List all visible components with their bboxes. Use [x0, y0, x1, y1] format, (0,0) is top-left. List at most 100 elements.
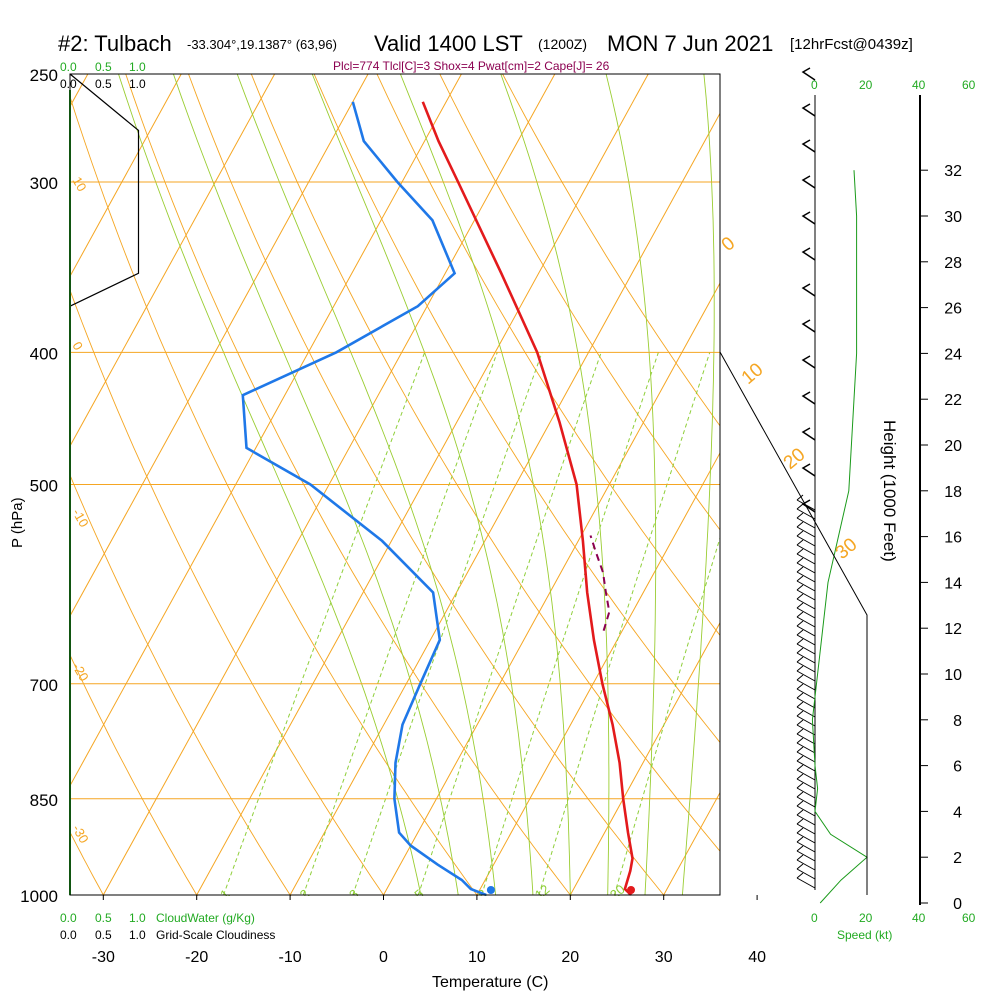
wind-barb: [801, 391, 816, 405]
top-green-1: 0.5: [95, 60, 112, 74]
mixing-ratio-line: [302, 352, 498, 896]
wind-barb: [801, 319, 816, 333]
height-tick-label: 22: [944, 392, 962, 409]
wind-barb-flag: [796, 863, 804, 870]
height-tick-label: 4: [953, 804, 962, 821]
height-tick-label: 24: [944, 346, 962, 363]
dry-adiabat-label: 10: [69, 174, 89, 194]
forecast-label: [12hrFcst@0439z]: [790, 36, 913, 53]
wind-barb: [796, 751, 816, 763]
wind-barb: [796, 589, 816, 601]
wind-barb: [796, 634, 816, 646]
mixing-ratio-line: [481, 352, 659, 896]
x-tick-label: 40: [748, 949, 766, 966]
speed-bottom-0: 0: [811, 911, 818, 925]
speed-bottom-20: 20: [859, 911, 873, 925]
wind-barb: [796, 778, 816, 790]
bottom-green-2: 1.0: [129, 911, 146, 925]
wind-barb-flag: [796, 665, 804, 672]
wind-barb: [801, 103, 816, 117]
height-tick-label: 6: [953, 759, 962, 776]
wind-barb: [796, 796, 816, 808]
wind-barb-flag: [796, 638, 804, 645]
wind-barb: [796, 724, 816, 736]
wind-barb: [796, 706, 816, 718]
wind-barb: [801, 175, 816, 189]
height-tick-label: 32: [944, 163, 962, 180]
height-tick-label: 10: [944, 667, 962, 684]
cloudiness-line: [69, 73, 140, 307]
wind-barb: [796, 553, 816, 565]
p-tick-label: 850: [30, 791, 58, 810]
x-tick-label: 0: [379, 949, 388, 966]
wind-barb-flag: [796, 512, 804, 519]
y-axis-label: P (hPa): [9, 497, 26, 548]
temperature-line: [421, 101, 634, 896]
p-tick-label: 250: [30, 66, 58, 85]
wind-barb-flag: [796, 809, 804, 816]
wind-barb-flag: [796, 548, 804, 555]
height-tick-label: 26: [944, 301, 962, 318]
wind-barb: [801, 499, 816, 513]
wind-barb-flag: [796, 557, 804, 564]
wind-barb: [801, 427, 816, 441]
wind-barb-flag: [796, 728, 804, 735]
wind-barb: [796, 715, 816, 727]
height-tick-label: 28: [944, 255, 962, 272]
wind-barb: [801, 355, 816, 369]
moist-adiabat-line: [605, 74, 657, 896]
wind-barb-flag: [796, 746, 804, 753]
isotherm-label: 10: [738, 359, 768, 389]
mixing-ratio-line: [352, 352, 543, 896]
wind-speed-line: [811, 170, 868, 904]
mixing-ratio-label: 3: [346, 886, 361, 902]
mixing-ratio-label: 12: [532, 882, 553, 903]
top-black-2: 1.0: [129, 77, 146, 91]
top-green-0: 0.0: [60, 60, 77, 74]
profiles: [241, 101, 636, 896]
wind-barb: [796, 535, 816, 547]
mixing-ratio-label: 8: [475, 886, 490, 902]
speed-top-60: 60: [962, 78, 976, 92]
dry-adiabat-line: [125, 74, 572, 896]
bottom-black-1: 0.5: [95, 928, 112, 942]
p-tick-label: 300: [30, 174, 58, 193]
mixing-ratio-line: [417, 352, 602, 896]
x-tick-label: -30: [92, 949, 115, 966]
wind-barb: [796, 877, 816, 889]
height-tick-label: 2: [953, 850, 962, 867]
moist-adiabat-line: [236, 74, 497, 896]
wind-barb: [796, 859, 816, 871]
wind-barb-flag: [796, 566, 804, 573]
wind-barb: [796, 688, 816, 700]
cloudiness-label: Grid-Scale Cloudiness: [156, 928, 275, 942]
height-axis-label: Height (1000 Feet): [880, 420, 899, 562]
wind-barb: [796, 598, 816, 610]
wind-barb-flag: [796, 782, 804, 789]
wind-barb: [796, 697, 816, 709]
speed-scale: 0 20 40 60 0 20 40 60 Speed (kt): [811, 78, 976, 942]
wind-barb: [801, 211, 816, 225]
bottom-green-0: 0.0: [60, 911, 77, 925]
wind-barb-flag: [796, 593, 804, 600]
mixing-ratio-label: 2: [297, 886, 312, 902]
moist-adiabat-line: [172, 74, 459, 896]
speed-top-0: 0: [811, 78, 818, 92]
wind-barb: [801, 139, 816, 153]
zulu-label: (1200Z): [538, 36, 587, 52]
height-tick-label: 18: [944, 484, 962, 501]
wind-barb: [796, 616, 816, 628]
wind-panel: [796, 67, 868, 904]
top-black-1: 0.5: [95, 77, 112, 91]
wind-barb-flag: [796, 845, 804, 852]
wind-barb-flag: [796, 719, 804, 726]
wind-barb: [796, 661, 816, 673]
speed-bottom-40: 40: [912, 911, 926, 925]
wind-barb-flag: [796, 737, 804, 744]
wind-barb-flag: [796, 755, 804, 762]
wind-barb: [796, 787, 816, 799]
dry-adiabat-label: -10: [69, 506, 91, 530]
wind-barb: [796, 868, 816, 880]
